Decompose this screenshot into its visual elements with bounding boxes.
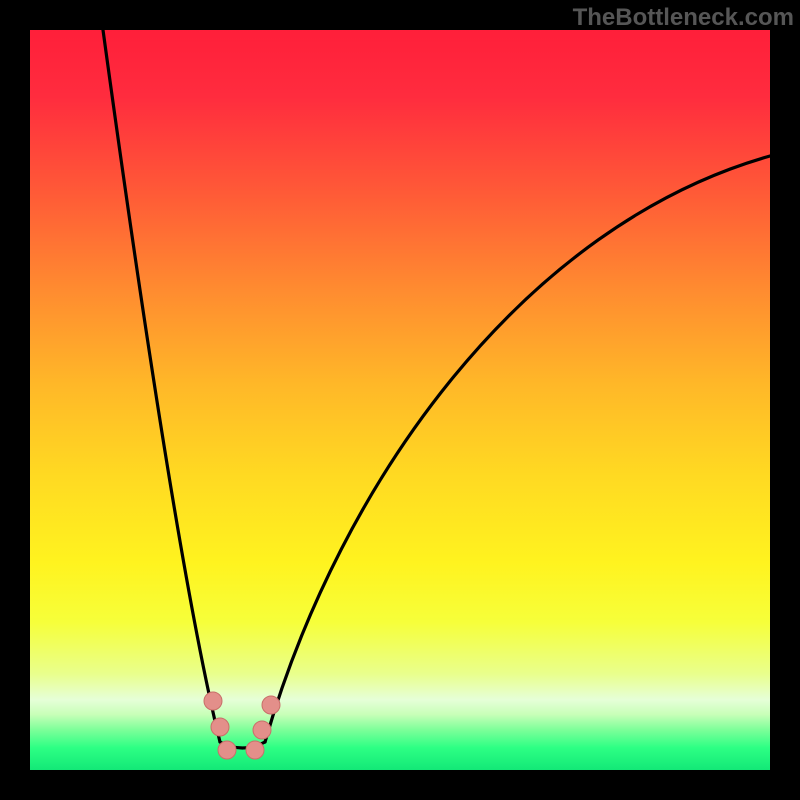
curve-left-branch [103, 30, 220, 742]
marker-right-lower [253, 721, 271, 739]
marker-right-upper [262, 696, 280, 714]
marker-bottom-left [218, 741, 236, 759]
marker-left-lower [211, 718, 229, 736]
chart-inner [30, 30, 770, 770]
marker-left-upper [204, 692, 222, 710]
chart-frame: TheBottleneck.com [0, 0, 800, 800]
watermark-text: TheBottleneck.com [573, 4, 794, 32]
curve-right-branch [265, 156, 770, 742]
marker-bottom-right [246, 741, 264, 759]
bottleneck-curve [30, 30, 770, 770]
